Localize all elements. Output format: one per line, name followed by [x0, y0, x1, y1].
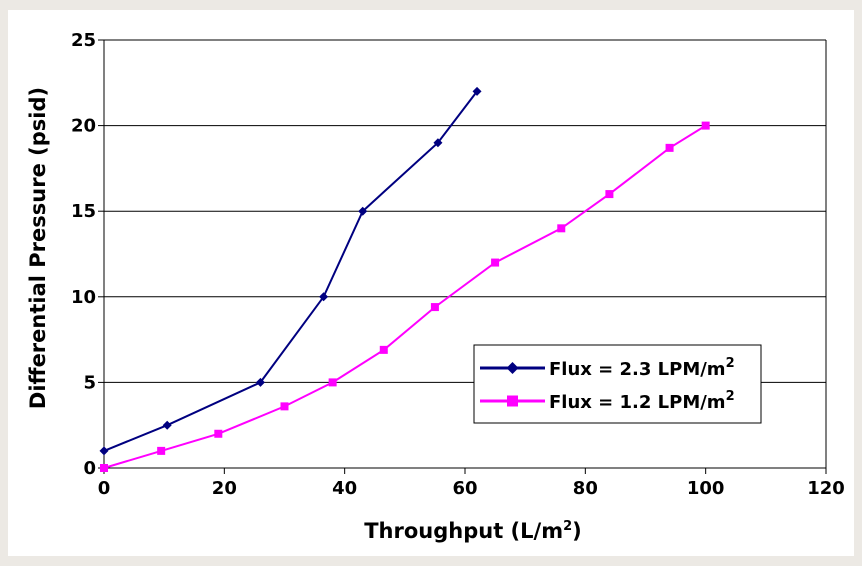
tick-labels: 0 5 10 15 20 25 0 20 40 60 80 100 120 — [71, 30, 845, 499]
data-point — [665, 143, 674, 152]
x-tick-label: 100 — [687, 478, 725, 499]
data-point — [491, 258, 500, 267]
legend-marker-flux-1-2 — [507, 395, 518, 407]
chart-panel: 0 5 10 15 20 25 0 20 40 60 80 100 120 Throughput (L/… — [8, 10, 854, 556]
data-point — [280, 402, 289, 411]
data-point — [701, 121, 710, 130]
data-point — [605, 190, 614, 199]
line-chart: 0 5 10 15 20 25 0 20 40 60 80 100 120 Throughput (L/… — [26, 30, 845, 543]
gridlines — [104, 39, 826, 383]
x-tick-label: 120 — [807, 478, 845, 499]
x-tick-label: 60 — [452, 478, 477, 499]
y-tick-label: 5 — [83, 372, 96, 393]
data-point — [162, 420, 172, 430]
y-tick-label: 0 — [83, 458, 96, 479]
data-point — [319, 292, 329, 302]
data-point — [100, 464, 108, 472]
legend: Flux = 2.3 LPM/m2 Flux = 1.2 LPM/m2 — [473, 344, 762, 424]
series-group — [99, 86, 710, 472]
legend-label-flux-2-3: Flux = 2.3 LPM/m2 — [549, 356, 735, 380]
data-point — [214, 429, 223, 438]
x-tick-label: 20 — [212, 478, 237, 499]
x-axis-title: Throughput (L/m2) — [364, 519, 582, 543]
data-point — [328, 378, 337, 387]
series-line-0 — [103, 90, 478, 452]
legend-label-flux-1-2: Flux = 1.2 LPM/m2 — [549, 389, 735, 413]
data-point — [379, 345, 388, 354]
data-point — [433, 138, 443, 148]
series-line-1 — [103, 124, 707, 469]
data-point — [557, 224, 566, 233]
y-tick-label: 25 — [71, 30, 96, 51]
axes — [98, 39, 827, 474]
y-tick-label: 10 — [71, 287, 96, 308]
y-axis-title: Differential Pressure (psid) — [26, 87, 50, 409]
x-tick-label: 0 — [98, 478, 111, 499]
series-0 — [99, 86, 482, 456]
x-tick-label: 40 — [332, 478, 357, 499]
data-point — [358, 206, 368, 216]
data-point — [99, 446, 109, 456]
data-point — [157, 446, 166, 455]
data-point — [430, 303, 439, 312]
legend-marker-flux-2-3 — [506, 362, 519, 374]
legend-box — [473, 344, 762, 424]
y-tick-label: 15 — [71, 201, 96, 222]
data-point — [472, 86, 482, 96]
series-1 — [100, 121, 710, 472]
y-tick-label: 20 — [71, 116, 96, 137]
x-tick-label: 80 — [573, 478, 598, 499]
